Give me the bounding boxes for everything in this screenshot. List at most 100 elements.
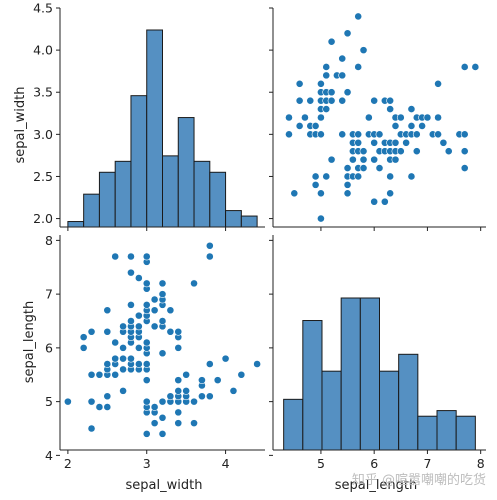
scatter-point <box>290 189 299 198</box>
scatter-point <box>460 147 469 156</box>
scatter-point <box>253 360 262 368</box>
scatter-point <box>306 96 315 105</box>
scatter-point <box>150 295 159 304</box>
scatter-point <box>205 392 214 401</box>
scatter-point <box>221 354 230 363</box>
scatter-point <box>295 96 304 105</box>
scatter-point <box>348 155 357 164</box>
scatter-point <box>229 386 238 395</box>
scatter-point <box>174 343 183 352</box>
histogram-bar <box>162 155 179 228</box>
scatter-point <box>103 360 112 368</box>
scatter-point <box>205 241 214 250</box>
scatter-point <box>354 130 363 139</box>
scatter-point <box>198 376 206 385</box>
scatter-point <box>317 79 325 88</box>
scatter-point <box>370 96 379 105</box>
scatter-point <box>237 370 246 379</box>
histogram-bar <box>436 410 457 451</box>
scatter-point <box>127 300 135 309</box>
scatter-point <box>158 279 167 288</box>
tick-label: 4.0 <box>33 43 53 58</box>
scatter-point <box>327 88 336 97</box>
scatter-point <box>158 290 167 299</box>
scatter-point <box>127 268 135 277</box>
scatter-point <box>364 113 373 122</box>
scatter-point <box>317 130 325 139</box>
tick-label: 2.0 <box>33 211 53 226</box>
histogram-bar <box>455 415 476 451</box>
scatter-point <box>198 392 206 401</box>
histogram-bar <box>340 297 361 451</box>
scatter-point <box>295 122 304 130</box>
scatter-point <box>190 279 198 288</box>
scatter-point <box>359 147 368 156</box>
scatter-point <box>391 138 400 147</box>
scatter-point <box>471 63 480 71</box>
scatter-length-vs-width-panel <box>285 12 480 223</box>
scatter-point <box>150 322 159 331</box>
scatter-point <box>322 172 331 181</box>
scatter-width-vs-length-panel <box>63 241 262 438</box>
histogram-bar <box>302 320 323 451</box>
scatter-point <box>127 317 135 325</box>
scatter-point <box>190 419 198 428</box>
scatter-point <box>380 197 389 206</box>
scatter-point <box>444 147 453 156</box>
histogram-sepal-width-panel <box>67 29 258 228</box>
scatter-point <box>311 122 320 130</box>
y-axis-label-sepal-width: sepal_width <box>13 87 28 164</box>
scatter-point <box>142 376 151 385</box>
scatter-point <box>434 113 442 122</box>
scatter-point <box>343 180 352 189</box>
tick-label: 4.5 <box>33 1 53 16</box>
tick-label: 5 <box>45 394 53 409</box>
scatter-point <box>354 63 363 71</box>
histogram-bar <box>146 29 164 228</box>
scatter-point <box>174 327 183 336</box>
histogram-bar <box>321 370 342 451</box>
scatter-point <box>158 349 167 358</box>
histogram-sepal-length-panel <box>283 297 476 451</box>
tick-label: 7 <box>423 456 431 471</box>
tick-label: 8 <box>477 456 485 471</box>
histogram-bar <box>98 171 116 228</box>
histogram-bar <box>193 160 211 228</box>
tick-label: 4 <box>45 448 53 463</box>
scatter-point <box>412 130 421 139</box>
tick-label: 4 <box>222 456 230 471</box>
tick-label: 3.0 <box>33 127 53 142</box>
scatter-point <box>190 397 198 406</box>
scatter-point <box>396 147 405 156</box>
scatter-point <box>205 360 214 368</box>
scatter-point <box>370 138 379 147</box>
scatter-point <box>174 376 183 385</box>
tick-label: 2.5 <box>33 169 53 184</box>
scatter-point <box>127 354 135 363</box>
scatter-point <box>134 322 143 331</box>
scatter-point <box>343 29 352 38</box>
scatter-point <box>311 172 320 181</box>
scatter-point <box>434 130 442 139</box>
y-axis-label-sepal-length: sepal_length <box>22 301 37 384</box>
scatter-point <box>111 338 120 347</box>
scatter-point <box>150 419 159 428</box>
tick-label: 8 <box>45 233 53 248</box>
scatter-point <box>391 155 400 164</box>
scatter-point <box>174 408 183 417</box>
scatter-point <box>386 96 395 105</box>
histogram-bar <box>114 160 132 228</box>
scatter-point <box>370 155 379 164</box>
scatter-point <box>103 327 112 336</box>
scatter-point <box>338 54 347 63</box>
scatter-point <box>343 88 352 97</box>
scatter-point <box>166 392 175 401</box>
scatter-point <box>338 96 347 105</box>
scatter-point <box>338 130 347 139</box>
scatter-point <box>322 105 331 113</box>
histogram-bar <box>398 353 419 451</box>
tick-label: 7 <box>45 287 53 302</box>
scatter-point <box>285 113 293 122</box>
scatter-point <box>338 71 347 80</box>
scatter-point <box>460 130 469 139</box>
